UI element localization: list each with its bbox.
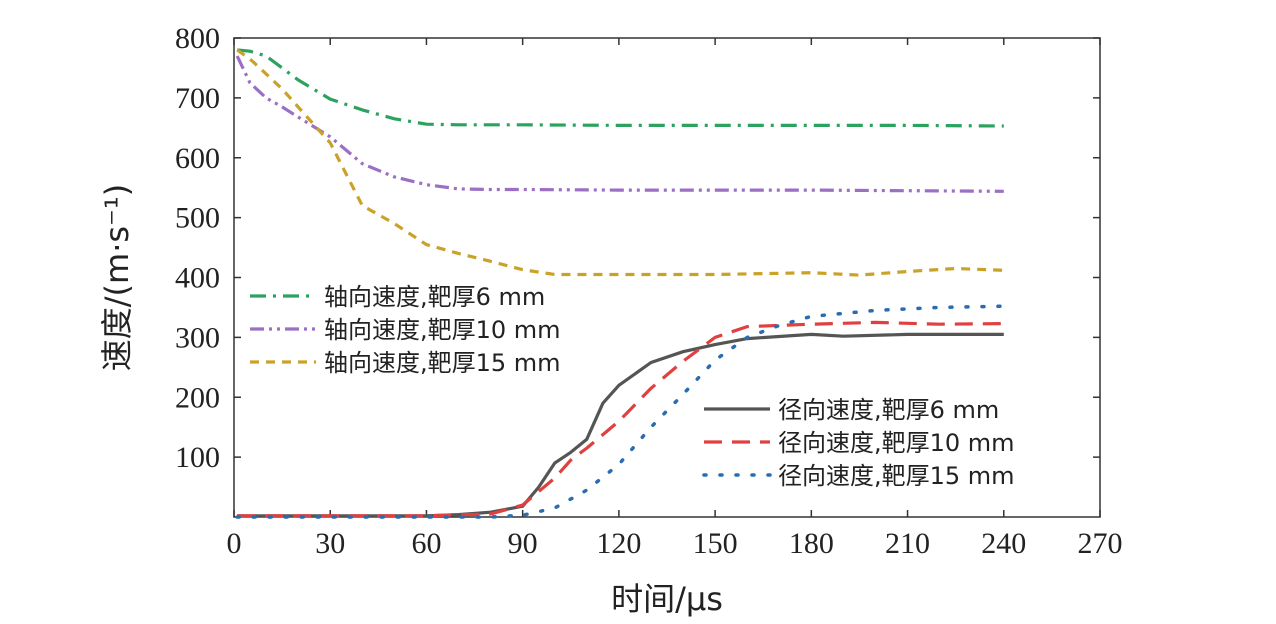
y-tick-label: 600 xyxy=(175,142,220,175)
x-tick-label: 30 xyxy=(315,527,345,560)
radial-legend-label-2: 径向速度,靶厚10 mm xyxy=(778,429,1015,457)
y-tick-label: 100 xyxy=(175,441,220,474)
radial-legend-label-3: 径向速度,靶厚15 mm xyxy=(778,462,1015,490)
x-tick-label: 60 xyxy=(411,527,441,560)
x-tick-label: 180 xyxy=(789,527,834,560)
y-axis-label: 速度/(m·s⁻¹) xyxy=(98,184,136,372)
radial-legend-label-1: 径向速度,靶厚6 mm xyxy=(778,396,999,424)
x-tick-label: 120 xyxy=(596,527,641,560)
series-line-5 xyxy=(237,320,1004,518)
x-tick-label: 210 xyxy=(885,527,930,560)
x-tick-label: 240 xyxy=(981,527,1026,560)
y-tick-label: 500 xyxy=(175,202,220,235)
x-tick-label: 270 xyxy=(1078,527,1123,560)
axial-legend-label-2: 轴向速度,靶厚10 mm xyxy=(324,316,561,344)
x-tick-label: 150 xyxy=(693,527,738,560)
series-line-3 xyxy=(236,48,1004,277)
x-axis-label: 时间/μs xyxy=(611,580,723,618)
y-tick-label: 700 xyxy=(175,82,220,115)
x-tick-label: 0 xyxy=(227,527,242,560)
axial-legend-label-1: 轴向速度,靶厚6 mm xyxy=(324,283,545,311)
axial-legend-label-3: 轴向速度,靶厚15 mm xyxy=(324,349,561,377)
y-tick-label: 400 xyxy=(175,262,220,295)
x-tick-label: 90 xyxy=(508,527,538,560)
y-tick-label: 800 xyxy=(175,22,220,55)
y-tick-label: 300 xyxy=(175,321,220,354)
y-tick-label: 200 xyxy=(175,381,220,414)
series-line-2 xyxy=(235,55,1004,193)
series-line-1 xyxy=(237,48,1004,128)
